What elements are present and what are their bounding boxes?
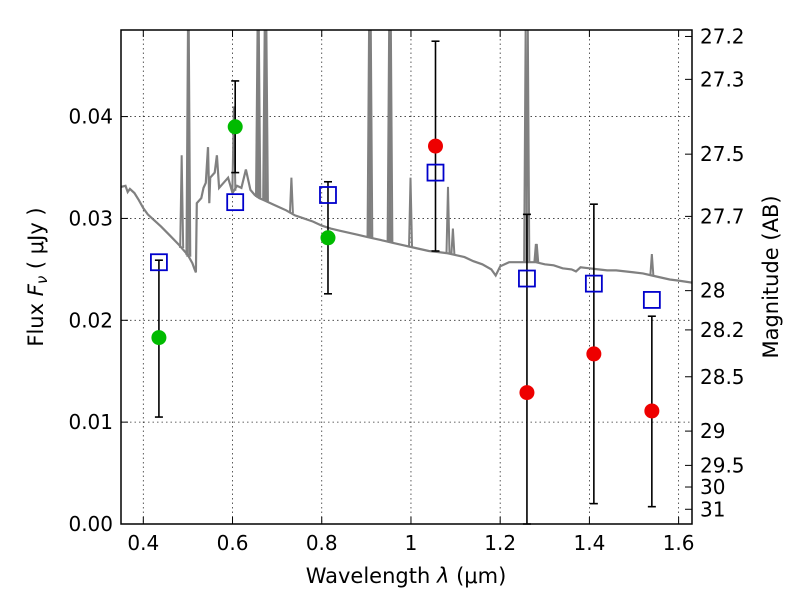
y2-tick-label: 28.5 bbox=[700, 365, 745, 389]
x-tick-label: 0.8 bbox=[306, 531, 338, 555]
x-tick-label: 1.2 bbox=[484, 531, 516, 555]
emission-line bbox=[649, 254, 655, 276]
y2-tick-label: 27.3 bbox=[700, 67, 745, 91]
model-square bbox=[226, 193, 245, 212]
y2-tick-label: 27.7 bbox=[700, 204, 745, 228]
model-spectrum bbox=[121, 30, 692, 284]
y2-tick-label: 28 bbox=[700, 279, 725, 303]
emission-line bbox=[525, 30, 531, 263]
emission-line bbox=[179, 155, 185, 248]
red-point bbox=[586, 346, 602, 362]
red-point bbox=[427, 138, 443, 154]
x-axis-label: Wavelength λ (μm) bbox=[306, 564, 507, 588]
y-axis-label: Flux Fν ( μJy ) bbox=[24, 207, 51, 346]
y2-tick-label: 29 bbox=[700, 419, 725, 443]
y2-tick-label: 28.2 bbox=[700, 318, 745, 342]
y-tick-label: 0.01 bbox=[68, 410, 113, 434]
y2-axis-label: Magnitude (AB) bbox=[759, 195, 783, 358]
y-tick-label: 0.03 bbox=[68, 206, 113, 230]
x-tick-label: 1.6 bbox=[663, 531, 695, 555]
y2-tick-label: 27.5 bbox=[700, 142, 745, 166]
y-tick-label: 0.02 bbox=[68, 308, 113, 332]
emission-line bbox=[368, 30, 374, 238]
emission-line bbox=[288, 177, 294, 214]
model-square bbox=[642, 291, 661, 309]
emission-line bbox=[263, 30, 269, 202]
spectrum-continuum bbox=[121, 147, 692, 284]
model-square bbox=[426, 163, 445, 182]
model-square bbox=[319, 186, 337, 204]
emission-line bbox=[445, 186, 451, 254]
emission-line bbox=[388, 30, 394, 243]
red-point bbox=[519, 385, 535, 401]
y2-tick-label: 31 bbox=[700, 497, 725, 521]
photometry-points bbox=[150, 40, 661, 525]
axis-ticks: 0.4 0.6 0.8 1 1.2 1.4 1.6 0.00 0.01 0.02 0.03 0.04 2… bbox=[68, 24, 744, 555]
model-square bbox=[518, 269, 536, 288]
model-square bbox=[150, 253, 168, 272]
y-tick-label: 0.04 bbox=[68, 105, 113, 129]
y2-tick-label: 27.2 bbox=[700, 24, 745, 48]
emission-line bbox=[450, 228, 456, 255]
emission-line bbox=[256, 30, 262, 198]
red-point bbox=[644, 403, 660, 419]
detection-point bbox=[227, 119, 243, 135]
model-square bbox=[584, 274, 603, 293]
detection-point bbox=[320, 230, 336, 246]
x-tick-label: 1.4 bbox=[573, 531, 605, 555]
plot-frame bbox=[120, 29, 693, 525]
y-tick-label: 0.00 bbox=[68, 512, 113, 536]
emission-line bbox=[408, 177, 414, 247]
x-tick-label: 0.4 bbox=[127, 531, 159, 555]
y2-tick-label: 29.5 bbox=[700, 453, 745, 477]
y2-tick-label: 30 bbox=[700, 475, 725, 499]
emission-line bbox=[186, 30, 192, 257]
x-tick-label: 1 bbox=[405, 531, 418, 555]
x-tick-label: 0.6 bbox=[217, 531, 249, 555]
emission-line bbox=[534, 243, 540, 263]
detection-point bbox=[151, 330, 167, 346]
